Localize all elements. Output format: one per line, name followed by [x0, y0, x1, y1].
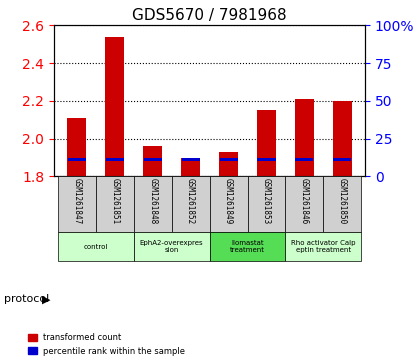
Bar	[68, 159, 86, 161]
Text: GSM1261851: GSM1261851	[110, 178, 119, 224]
Text: GSM1261847: GSM1261847	[72, 178, 81, 224]
FancyBboxPatch shape	[210, 176, 247, 232]
Text: ▶: ▶	[42, 294, 50, 305]
Text: GSM1261850: GSM1261850	[338, 178, 347, 224]
Text: GSM1261849: GSM1261849	[224, 178, 233, 224]
FancyBboxPatch shape	[96, 176, 134, 232]
Text: GSM1261852: GSM1261852	[186, 178, 195, 224]
Bar	[143, 146, 162, 176]
Bar	[257, 110, 276, 176]
FancyBboxPatch shape	[172, 176, 210, 232]
Text: EphA2-overexpres
sion: EphA2-overexpres sion	[140, 240, 203, 253]
Bar	[106, 159, 124, 161]
Bar	[181, 158, 200, 176]
Text: Rho activator Calp
eptin treatment: Rho activator Calp eptin treatment	[291, 240, 356, 253]
FancyBboxPatch shape	[58, 176, 96, 232]
Text: GSM1261853: GSM1261853	[262, 178, 271, 224]
Bar	[295, 159, 313, 161]
Bar	[333, 101, 352, 176]
FancyBboxPatch shape	[286, 232, 361, 261]
Text: Ilomastat
treatment: Ilomastat treatment	[230, 240, 265, 253]
Bar	[257, 159, 276, 161]
Bar	[295, 99, 314, 176]
Bar	[333, 159, 352, 161]
Bar	[220, 159, 237, 161]
Bar	[219, 152, 238, 176]
Text: GSM1261846: GSM1261846	[300, 178, 309, 224]
FancyBboxPatch shape	[323, 176, 361, 232]
Legend: transformed count, percentile rank within the sample: transformed count, percentile rank withi…	[25, 330, 188, 359]
FancyBboxPatch shape	[286, 176, 323, 232]
Text: control: control	[83, 244, 108, 250]
FancyBboxPatch shape	[247, 176, 286, 232]
FancyBboxPatch shape	[134, 176, 172, 232]
Bar	[182, 159, 200, 161]
Title: GDS5670 / 7981968: GDS5670 / 7981968	[132, 8, 287, 23]
FancyBboxPatch shape	[134, 232, 210, 261]
Bar	[144, 159, 162, 161]
FancyBboxPatch shape	[210, 232, 286, 261]
Text: protocol: protocol	[4, 294, 49, 305]
FancyBboxPatch shape	[58, 232, 134, 261]
Text: GSM1261848: GSM1261848	[148, 178, 157, 224]
Bar	[105, 37, 124, 176]
Bar	[67, 118, 86, 176]
